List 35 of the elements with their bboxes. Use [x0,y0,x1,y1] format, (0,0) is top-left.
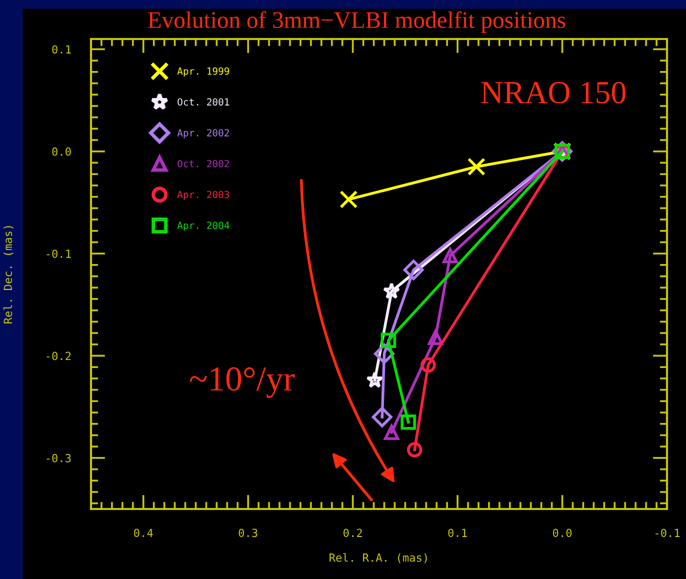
legend-label: Oct. 2001 [178,98,230,106]
legend-label: Apr. 1999 [177,67,230,77]
y-tick-label: -0.3 [46,454,71,462]
point [442,248,458,264]
annotation: NRAO 150 [481,82,626,104]
x-tick-label: 0.1 [448,528,467,538]
x-tick-label: 0.4 [134,528,153,538]
point [380,332,396,348]
legend-label: Apr. 2003 [177,190,230,200]
y-axis-title: Rel. Dec. (mas) [3,226,14,324]
x-tick-label: 0.0 [552,528,572,538]
legend-label: Apr. 2004 [177,222,230,231]
y-tick-label: 0.1 [52,45,71,54]
point [428,330,444,345]
y-tick-label: 0.0 [52,147,71,156]
point [366,371,384,388]
chart-title: Evolution of 3mm−VLBI modelfit positions [148,11,566,33]
x-axis-title: Rel. R.A. (mas) [330,553,427,564]
point [467,158,486,176]
y-tick-label: -0.1 [46,250,71,258]
point [340,190,358,208]
point [403,260,424,280]
point [400,414,416,430]
legend-label: Apr. 2002 [177,129,229,138]
point [420,357,436,373]
y-tick-label: -0.2 [46,352,71,360]
x-tick-label: 0.3 [238,528,258,538]
point [384,424,400,440]
x-tick-label: -0.1 [656,528,680,538]
point [372,406,392,428]
point [382,282,400,299]
point [406,442,422,458]
legend-label: Oct. 2002 [178,160,229,168]
x-tick-label: 0.2 [344,528,362,538]
annotation: ~10°/yr [190,367,295,398]
